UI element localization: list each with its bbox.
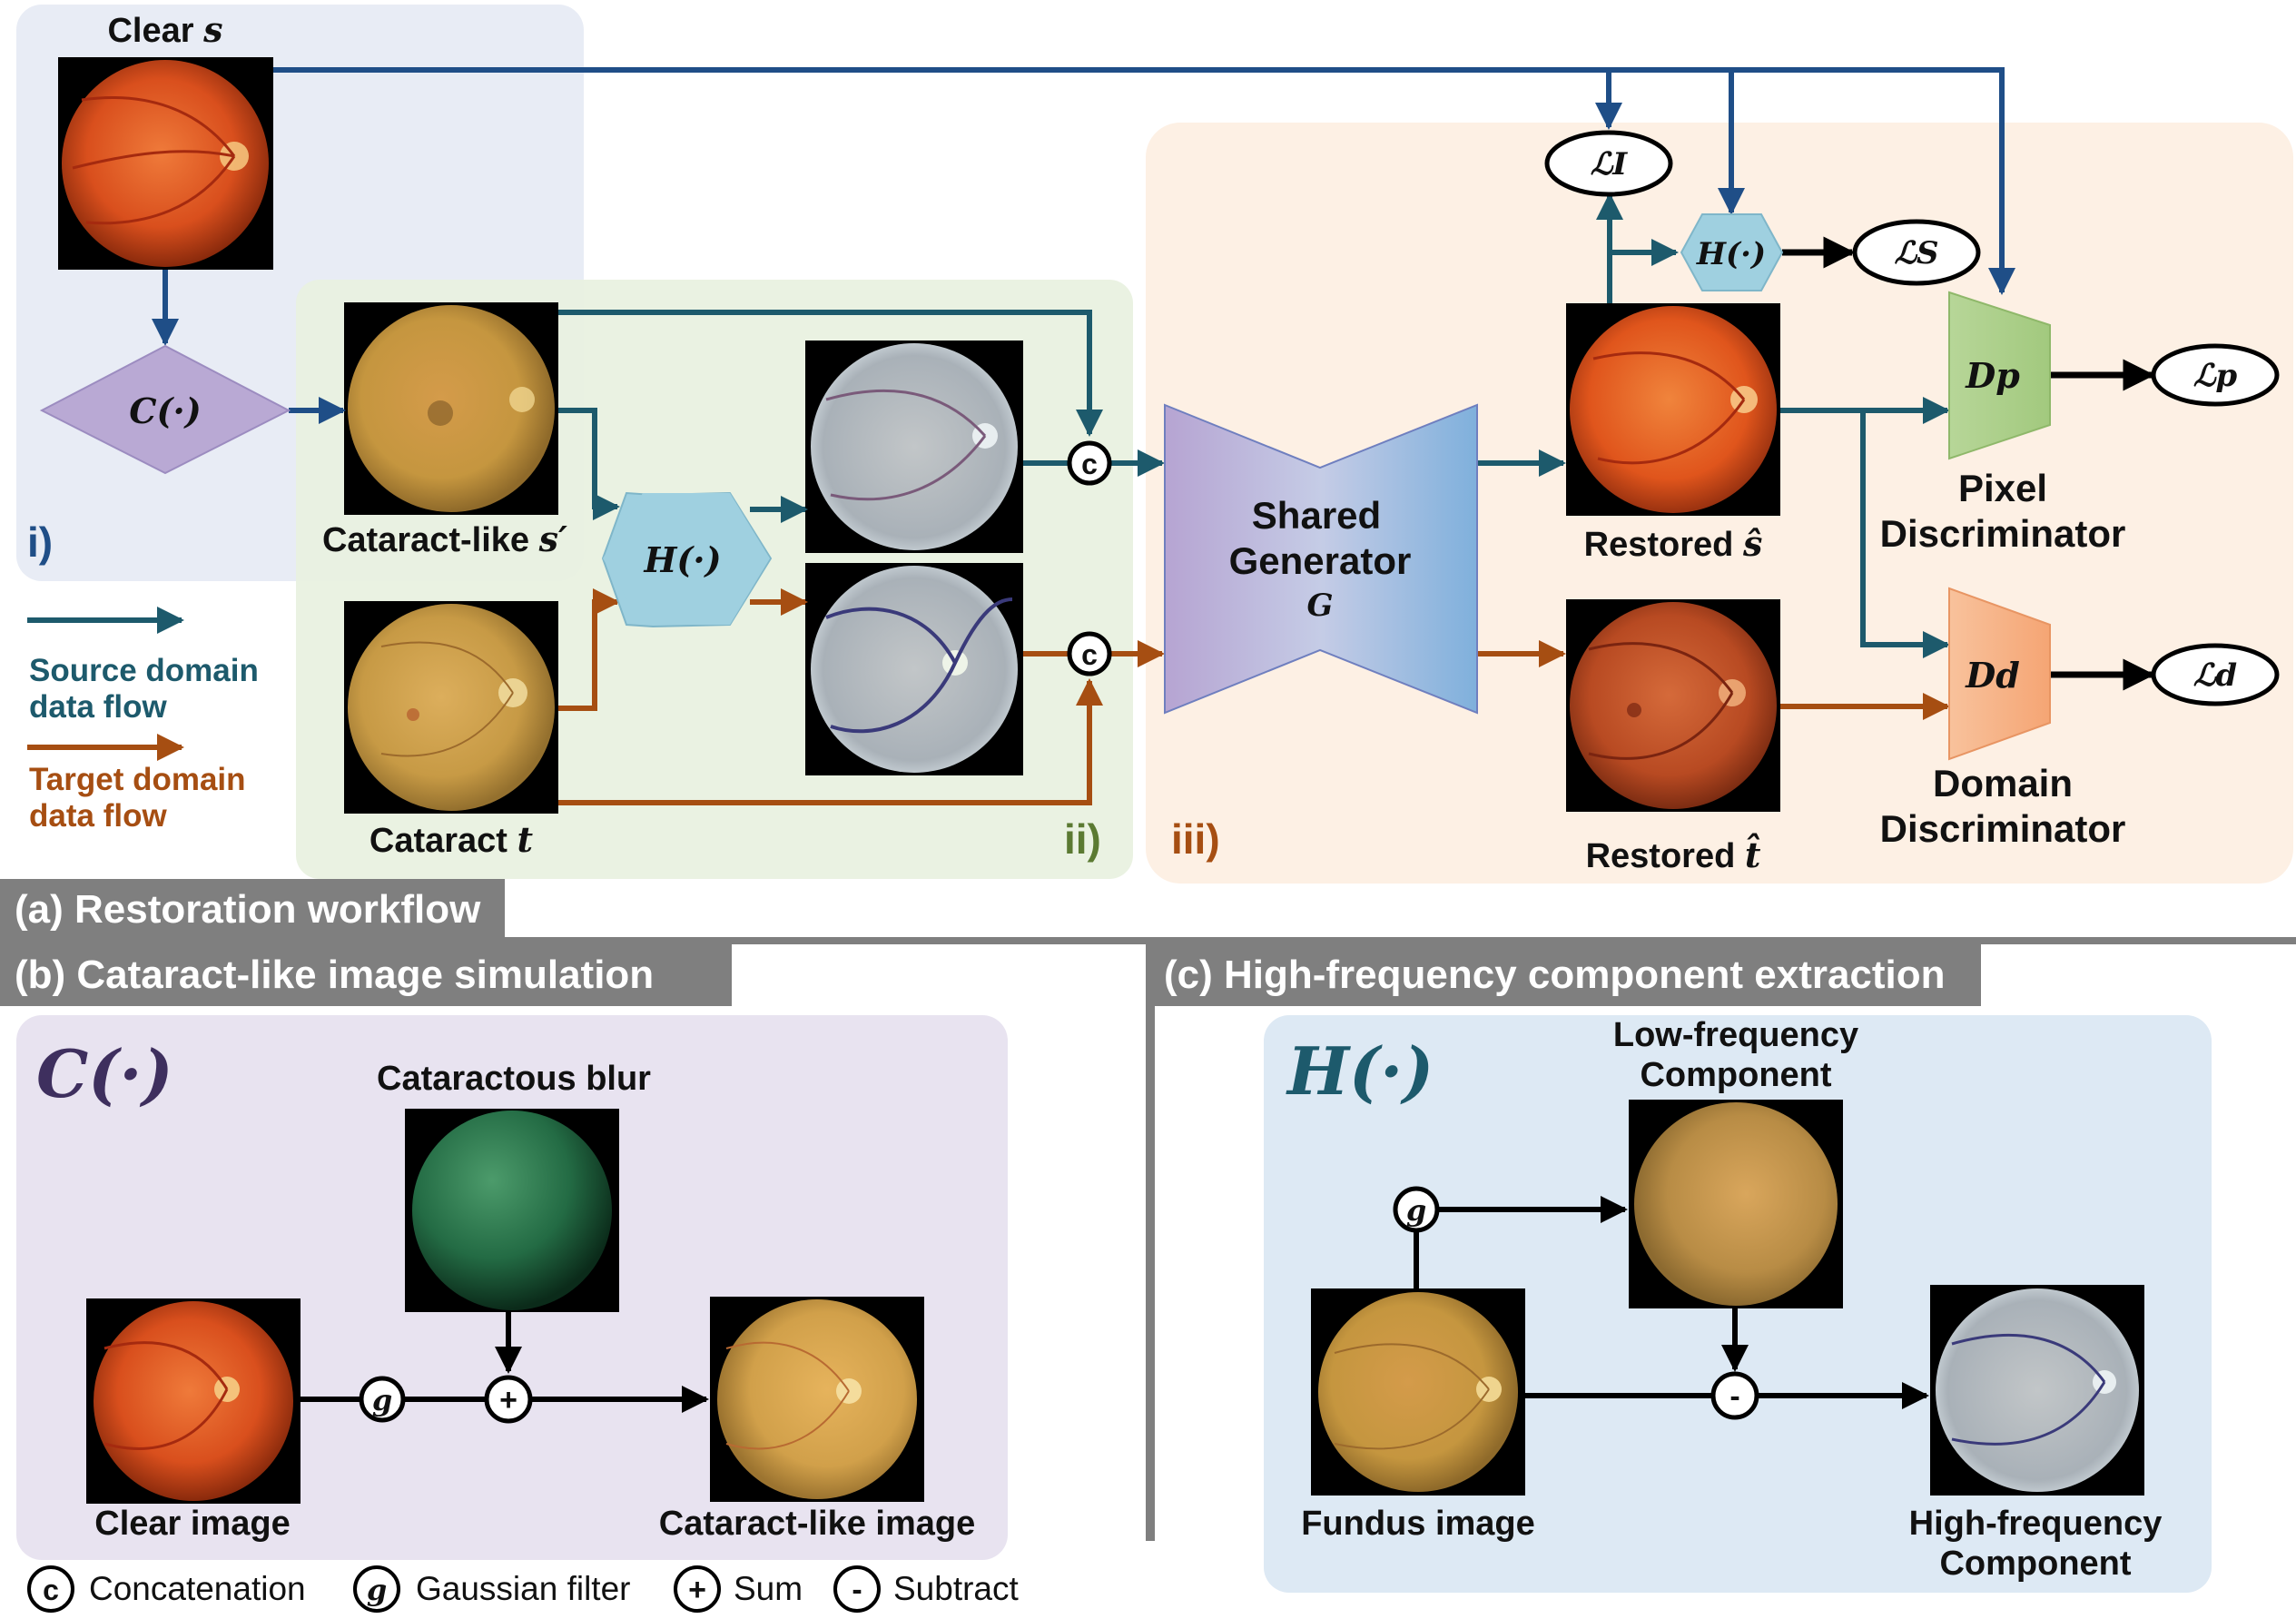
panel-c-arrows <box>1414 1196 1929 1409</box>
panel-b-arrows <box>301 1312 709 1413</box>
domain-disc-symbol: Dd <box>1965 655 2020 696</box>
domain-discriminator: Dd Domain Discriminator <box>1880 587 2126 850</box>
pixel-disc-line1: Pixel <box>1958 467 2047 509</box>
h-operator-hexagon: H(·) <box>601 491 773 628</box>
cataractous-blur-image <box>405 1109 619 1312</box>
high-freq-t-image <box>805 563 1023 775</box>
gaussian-node-c: g <box>1393 1186 1440 1233</box>
legend-target-line1: Target domain <box>29 762 246 797</box>
svg-text:ℒp: ℒp <box>2193 358 2237 394</box>
clear-image-b <box>86 1298 301 1504</box>
source-flow-arrows <box>558 193 1950 658</box>
header-a-bar <box>0 879 2296 944</box>
legend-concat-label: Concatenation <box>89 1570 306 1607</box>
svg-text:c: c <box>1081 638 1098 671</box>
legend-gaussian-label: Gaussian filter <box>416 1570 631 1607</box>
c-operator-diamond: C(·) <box>39 344 291 475</box>
h-operator-small: H(·) <box>1680 213 1784 291</box>
header-b-bar <box>0 944 732 1006</box>
legend-subtract-label: Subtract <box>893 1570 1020 1607</box>
generator-symbol: G <box>1306 587 1333 624</box>
low-freq-image <box>1629 1100 1843 1308</box>
restored-s-label: Restored ŝ <box>1584 523 1763 564</box>
loss-l-i: ℒI <box>1544 130 1673 197</box>
svg-text:+: + <box>688 1573 706 1607</box>
gaussian-node-b: g <box>359 1376 406 1423</box>
loss-l-s: ℒS <box>1852 219 1981 286</box>
panel-c-op-title: H(·) <box>1286 1032 1434 1110</box>
cataract-like-image-label: Cataract-like image <box>659 1505 976 1543</box>
target-flow-arrows <box>558 588 1950 805</box>
svg-text:ℒS: ℒS <box>1894 235 1938 271</box>
cataract-like-image <box>344 302 558 515</box>
svg-text:c: c <box>1081 448 1098 480</box>
svg-text:ℒI: ℒI <box>1591 146 1628 183</box>
subtract-node-c: - <box>1710 1371 1759 1420</box>
pixel-discriminator: Dp Pixel Discriminator <box>1880 291 2126 555</box>
panel-iii-label: iii) <box>1171 815 1220 863</box>
svg-text:-: - <box>1729 1379 1739 1414</box>
cataractous-blur-label: Cataractous blur <box>377 1060 651 1098</box>
clear-s-label: Clear s <box>107 9 222 50</box>
svg-text:H(·): H(·) <box>1696 236 1766 272</box>
low-freq-line1: Low-frequency <box>1613 1016 1858 1054</box>
cataract-t-image <box>344 601 558 814</box>
h-operator-label: H(·) <box>643 539 721 580</box>
domain-disc-line1: Domain <box>1933 762 2073 805</box>
header-c-title: (c) High-frequency component extraction <box>1164 953 1946 997</box>
restored-t-label: Restored t̂ <box>1586 834 1761 875</box>
concat-node-source: c <box>1067 440 1112 486</box>
svg-text:-: - <box>852 1573 862 1607</box>
panel-ii-label: ii) <box>1064 815 1101 863</box>
svg-text:c: c <box>43 1574 59 1606</box>
loss-l-p: ℒp <box>2151 343 2280 407</box>
cataract-like-label: Cataract-like s′ <box>322 518 567 559</box>
sum-node-b: + <box>484 1375 533 1424</box>
divider-bc <box>1146 944 1155 1541</box>
panel-b-op-title: C(·) <box>36 1035 173 1112</box>
restored-s-image <box>1566 303 1780 516</box>
restored-t-image <box>1566 599 1780 812</box>
source-flow-dark-arrows <box>152 67 2015 424</box>
fundus-image-c <box>1311 1288 1525 1496</box>
loss-arrows <box>1782 236 2155 691</box>
fundus-image-label: Fundus image <box>1301 1505 1535 1543</box>
concat-node-target: c <box>1067 631 1112 676</box>
svg-text:g: g <box>1406 1193 1426 1228</box>
c-operator-label: C(·) <box>129 390 201 431</box>
loss-l-d: ℒd <box>2151 643 2280 706</box>
high-freq-s-prime-image <box>805 341 1023 553</box>
high-freq-line2: Component <box>1939 1545 2131 1583</box>
legend-source-line2: data flow <box>29 689 167 725</box>
low-freq-line2: Component <box>1640 1056 1831 1094</box>
panel-i-label: i) <box>27 518 53 566</box>
domain-disc-line2: Discriminator <box>1880 807 2126 850</box>
header-b-title: (b) Cataract-like image simulation <box>15 953 654 997</box>
svg-text:g: g <box>372 1383 392 1417</box>
flow-legend: Source domain data flow Target domain da… <box>27 607 259 834</box>
generator-line1: Shared <box>1252 494 1381 537</box>
high-freq-image-c <box>1930 1285 2144 1496</box>
pixel-disc-line2: Discriminator <box>1880 512 2126 555</box>
clear-s-image <box>58 57 273 270</box>
header-a-title: (a) Restoration workflow <box>15 887 481 932</box>
generator-line2: Generator <box>1229 539 1412 582</box>
high-freq-line1: High-frequency <box>1909 1505 2163 1543</box>
legend-source-line1: Source domain <box>29 653 259 688</box>
svg-text:g: g <box>367 1573 387 1607</box>
legend-sum-label: Sum <box>734 1570 803 1607</box>
shared-generator: Shared Generator G <box>1164 403 1478 715</box>
pixel-disc-symbol: Dp <box>1965 355 2020 396</box>
clear-image-label: Clear image <box>94 1505 290 1543</box>
svg-text:+: + <box>499 1383 517 1417</box>
cataract-t-label: Cataract t <box>370 819 534 860</box>
legend-target-line2: data flow <box>29 798 167 834</box>
svg-text:ℒd: ℒd <box>2193 657 2237 694</box>
cataract-like-image-b <box>710 1297 924 1502</box>
header-c-bar <box>1146 944 1981 1006</box>
symbol-legend: c Concatenation g Gaussian filter + Sum … <box>27 1565 1020 1613</box>
